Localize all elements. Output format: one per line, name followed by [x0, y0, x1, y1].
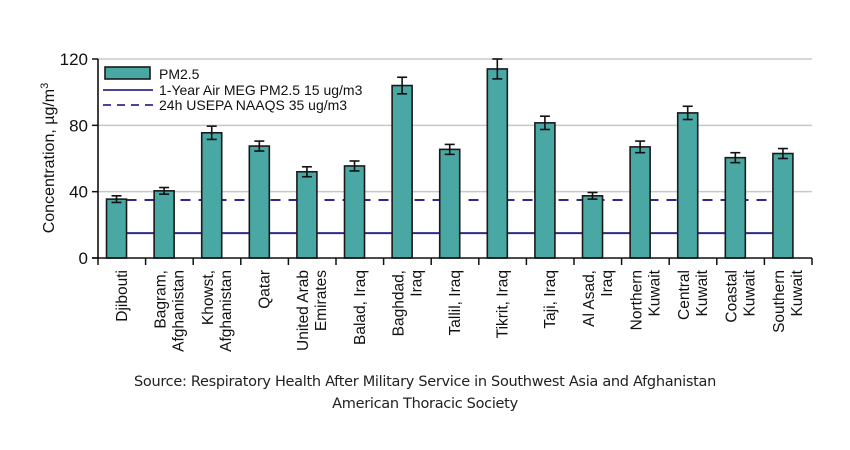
x-tick-label: Coastal Kuwait — [724, 269, 759, 322]
bar — [105, 198, 128, 259]
x-tick-label: Southern Kuwait — [771, 269, 806, 333]
x-tick-label: Taji, Iraq — [542, 270, 559, 329]
x-tick-label-line: Kuwait — [742, 269, 759, 316]
y-axis-label-text: Concentration, µg/m — [41, 89, 58, 233]
y-tick-label: 0 — [79, 249, 88, 268]
x-tick-label: Al Asad, Iraq — [581, 270, 616, 327]
x-tick-label: United Arab Emirates — [295, 270, 330, 351]
bar — [343, 165, 366, 259]
x-tick-label-line: Bagram, — [152, 270, 169, 329]
y-axis-ticks: 0 40 80 120 — [60, 50, 98, 268]
x-tick-label-line: Northern — [628, 270, 645, 330]
bar — [391, 84, 413, 259]
x-tick-label-line: Iraq — [408, 270, 425, 297]
x-tick-label-line: Djibouti — [114, 270, 131, 322]
x-tick-label-line: United Arab — [295, 270, 312, 351]
axes — [92, 59, 813, 265]
x-tick-label-line: Kuwait — [694, 269, 711, 316]
x-tick-label: Qatar — [257, 270, 274, 309]
y-tick-label: 80 — [69, 116, 88, 135]
y-tick-label: 120 — [60, 50, 88, 69]
x-tick-label-line: Balad, Iraq — [352, 270, 369, 345]
bar — [153, 190, 175, 259]
x-tick-label-line: Tikrit, Iraq — [495, 270, 512, 338]
x-tick-label: Bagram, Afghanistan — [152, 270, 187, 352]
legend-label-meg: 1-Year Air MEG PM2.5 15 ug/m3 — [159, 82, 363, 98]
error-bars — [111, 58, 788, 204]
x-tick-label-line: Afghanistan — [218, 270, 235, 352]
bar — [772, 152, 794, 259]
x-tick-label-line: Baghdad, — [390, 270, 407, 336]
bar — [724, 156, 747, 259]
x-tick-label: Djibouti — [114, 270, 131, 322]
x-tick-label: Tallil, Iraq — [447, 270, 464, 335]
x-axis-labels: Djibouti Bagram, Afghanistan Khowst, Afghani… — [114, 269, 806, 352]
x-tick-label-line: Kuwait — [789, 269, 806, 316]
bar — [581, 195, 604, 259]
legend-swatch-pm25 — [104, 66, 151, 80]
legend-label-naaqs: 24h USEPA NAAQS 35 ug/m3 — [159, 97, 347, 113]
bar — [296, 170, 318, 259]
bars — [105, 68, 794, 259]
x-tick-label: Central Kuwait — [676, 269, 711, 320]
bar — [534, 122, 556, 259]
bar — [200, 131, 223, 259]
x-tick-label-line: Kuwait — [646, 269, 663, 316]
x-tick-label-line: Al Asad, — [581, 270, 598, 327]
bar — [676, 112, 699, 259]
x-tick-label: Baghdad, Iraq — [390, 270, 425, 336]
x-tick-label-line: Coastal — [724, 270, 741, 323]
x-tick-label-line: Emirates — [313, 270, 330, 331]
bar — [486, 68, 509, 259]
x-tick-label-line: Qatar — [257, 270, 274, 309]
bar — [248, 145, 271, 259]
x-tick-label-line: Khowst, — [200, 270, 217, 325]
x-tick-label-line: Iraq — [599, 270, 616, 297]
source-line-1: Source: Respiratory Health After Militar… — [133, 374, 717, 390]
x-tick-label-line: Central — [676, 270, 693, 320]
legend-label-pm25: PM2.5 — [159, 66, 200, 82]
y-axis-label: Concentration, µg/m3 — [39, 83, 58, 234]
x-tick-label-line: Afghanistan — [170, 270, 187, 352]
x-tick-label: Tikrit, Iraq — [495, 270, 512, 338]
x-tick-label: Balad, Iraq — [352, 270, 369, 345]
x-tick-label-line: Taji, Iraq — [542, 270, 559, 329]
y-axis-label-superscript: 3 — [39, 83, 51, 89]
bar — [438, 148, 461, 259]
bar — [629, 146, 651, 259]
y-tick-label: 40 — [69, 183, 88, 202]
x-tick-label-line: Tallil, Iraq — [447, 270, 464, 335]
x-tick-label: Khowst, Afghanistan — [200, 270, 235, 352]
x-tick-label-line: Southern — [771, 270, 788, 333]
source-line-2: American Thoracic Society — [332, 396, 518, 412]
x-tick-label: Northern Kuwait — [628, 269, 663, 330]
